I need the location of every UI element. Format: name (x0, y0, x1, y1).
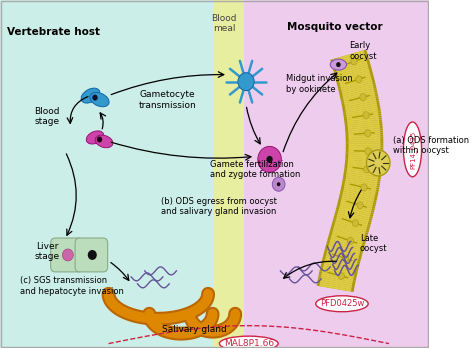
Text: Mosquito vector: Mosquito vector (287, 22, 383, 32)
Bar (0, 0, 217, 348)
Circle shape (365, 130, 371, 137)
Circle shape (361, 184, 367, 191)
Circle shape (272, 177, 285, 191)
FancyBboxPatch shape (51, 238, 83, 272)
Circle shape (92, 95, 98, 101)
Circle shape (266, 156, 273, 163)
Text: PFD0425w: PFD0425w (320, 299, 364, 308)
Text: Vertebrate host: Vertebrate host (7, 27, 100, 37)
Text: Late
oocyst: Late oocyst (360, 234, 387, 253)
Circle shape (365, 148, 371, 155)
Circle shape (258, 146, 282, 172)
Text: Early
oocyst: Early oocyst (349, 41, 377, 61)
Text: (b) ODS egress from oocyst
and salivary gland invasion: (b) ODS egress from oocyst and salivary … (161, 197, 277, 216)
Bar (244, 0, 429, 348)
Ellipse shape (316, 296, 368, 312)
Bar (212, 0, 249, 348)
Text: (c) SGS transmission
and hepatocyte invasion: (c) SGS transmission and hepatocyte inva… (20, 276, 124, 296)
Text: Blood
meal: Blood meal (211, 14, 237, 34)
Ellipse shape (330, 59, 346, 70)
Circle shape (342, 255, 349, 262)
Text: Gamete fertilization
and zygote formation: Gamete fertilization and zygote formatio… (210, 160, 300, 179)
Circle shape (366, 150, 390, 176)
Circle shape (352, 220, 358, 227)
Text: MAL8P1.66: MAL8P1.66 (224, 339, 274, 348)
Circle shape (364, 166, 370, 173)
Ellipse shape (81, 88, 100, 103)
Circle shape (238, 73, 254, 91)
Circle shape (360, 94, 366, 101)
Text: Midgut invasion
by ookinete: Midgut invasion by ookinete (286, 74, 353, 94)
Ellipse shape (86, 131, 104, 144)
Text: Gametocyte
transmission: Gametocyte transmission (138, 90, 196, 110)
Text: PF14_0435: PF14_0435 (409, 130, 416, 169)
Text: Liver
stage: Liver stage (35, 242, 60, 261)
Circle shape (97, 136, 102, 142)
Circle shape (88, 250, 97, 260)
Ellipse shape (403, 122, 421, 177)
Ellipse shape (95, 135, 113, 148)
FancyBboxPatch shape (75, 238, 108, 272)
Circle shape (351, 58, 357, 65)
Text: Salivary gland: Salivary gland (162, 325, 227, 334)
Circle shape (336, 62, 341, 67)
Circle shape (347, 237, 354, 244)
Text: (a) ODS formation
within oocyst: (a) ODS formation within oocyst (392, 136, 469, 155)
Text: Blood
stage: Blood stage (34, 107, 60, 126)
Ellipse shape (219, 336, 278, 349)
Circle shape (363, 112, 369, 119)
Circle shape (277, 182, 281, 186)
Ellipse shape (90, 92, 109, 107)
Circle shape (357, 202, 363, 209)
Circle shape (356, 76, 362, 83)
Circle shape (63, 249, 73, 261)
Circle shape (338, 273, 345, 280)
